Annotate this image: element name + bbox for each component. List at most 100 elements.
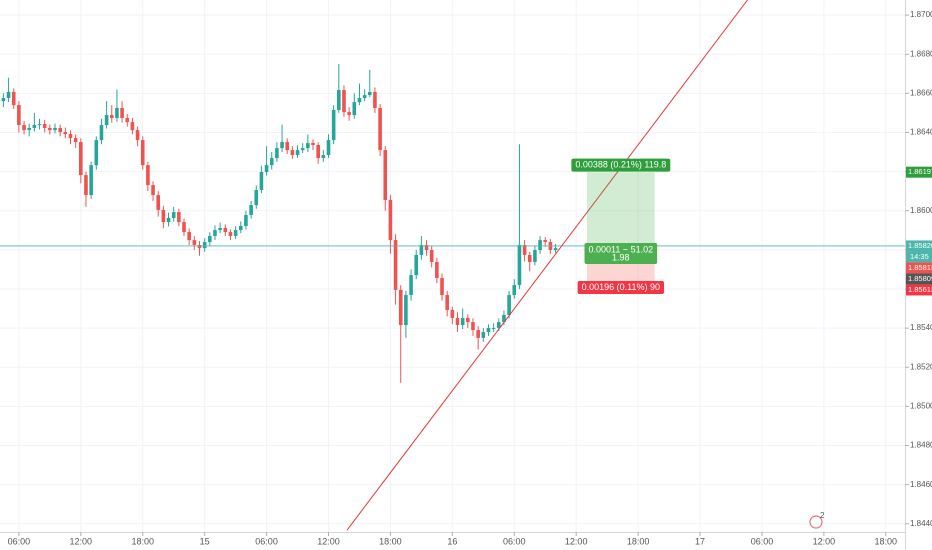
price-tag: 1.86197 bbox=[908, 167, 932, 176]
candle-body bbox=[254, 189, 259, 206]
candle-body bbox=[466, 317, 470, 323]
candle-body bbox=[269, 158, 274, 166]
candle-body bbox=[275, 148, 279, 159]
candle-body bbox=[373, 91, 377, 109]
trend-line bbox=[346, 0, 748, 531]
grid bbox=[0, 0, 905, 532]
candle-body bbox=[507, 295, 511, 316]
target-label-bg bbox=[571, 158, 671, 172]
candle-body bbox=[37, 124, 42, 126]
candle-body bbox=[471, 322, 475, 331]
candle-body bbox=[414, 254, 419, 276]
price-tag-bg bbox=[906, 166, 932, 178]
axes: 1.84400 1.84600 1.84800 1.85000 1.85200 1.854… bbox=[8, 10, 932, 546]
x-tick-label: 12:00 bbox=[317, 536, 340, 546]
candle-body bbox=[161, 209, 166, 223]
candle-body bbox=[192, 240, 197, 245]
ratio-label: 1.98 bbox=[612, 252, 630, 262]
candle-body bbox=[11, 91, 16, 106]
candle-body bbox=[445, 295, 449, 310]
candle-body bbox=[533, 250, 537, 262]
candle-body bbox=[104, 115, 109, 126]
candle-body bbox=[502, 315, 506, 323]
candle-body bbox=[378, 108, 382, 151]
y-tick-label: 1.85400 bbox=[910, 323, 932, 332]
candle-body bbox=[42, 124, 47, 128]
y-tick-label: 1.85200 bbox=[910, 362, 932, 371]
candle-body bbox=[476, 330, 480, 338]
candle-body bbox=[73, 138, 78, 143]
price-tag-bg bbox=[906, 284, 932, 296]
x-tick-label: 15 bbox=[200, 536, 210, 546]
x-tick-label: 06:00 bbox=[255, 536, 278, 546]
price-tag: 1.85809 bbox=[908, 274, 932, 283]
candle-body bbox=[249, 205, 253, 216]
candle-body bbox=[316, 144, 320, 159]
candle-body bbox=[130, 122, 135, 131]
candle-body bbox=[280, 142, 284, 149]
x-tick-label: 18:00 bbox=[379, 536, 402, 546]
y-tick-label: 1.86600 bbox=[910, 88, 932, 97]
x-tick-label: 18:00 bbox=[131, 536, 154, 546]
candle-body bbox=[68, 134, 73, 139]
y-tick-label: 1.84800 bbox=[910, 441, 932, 450]
candle-body bbox=[187, 232, 191, 241]
candle-body bbox=[32, 125, 37, 128]
candle-body bbox=[522, 244, 527, 255]
candle-body bbox=[146, 165, 150, 186]
candle-body bbox=[223, 227, 228, 233]
y-tick-label: 1.85000 bbox=[910, 401, 932, 410]
candle-body bbox=[362, 95, 367, 99]
candle-body bbox=[321, 154, 326, 159]
stop-label: 0.00196 (0.11%) 90 bbox=[582, 282, 660, 292]
candle-body bbox=[17, 105, 21, 126]
x-tick-label: 06:00 bbox=[8, 536, 31, 546]
candle-body bbox=[455, 317, 460, 325]
candle-body bbox=[63, 132, 68, 135]
candle-body bbox=[115, 108, 119, 118]
candle-body bbox=[290, 150, 295, 155]
candle-body bbox=[543, 240, 548, 243]
candle-body bbox=[151, 185, 155, 196]
candle-body bbox=[109, 115, 114, 118]
candle-body bbox=[140, 140, 145, 166]
alert-icon[interactable]: 2 bbox=[809, 511, 825, 529]
candle-body bbox=[435, 261, 439, 279]
candle-body bbox=[311, 143, 315, 145]
target-label: 0.00388 (0.21%) 119.8 bbox=[575, 160, 666, 170]
candle-body bbox=[58, 127, 62, 133]
candle-body bbox=[409, 275, 413, 296]
candle-body bbox=[156, 195, 161, 210]
candle-body bbox=[460, 317, 465, 325]
candle-body bbox=[481, 332, 486, 338]
x-tick-label: 06:00 bbox=[503, 536, 526, 546]
candle-body bbox=[347, 112, 351, 116]
candle-body bbox=[357, 98, 362, 103]
x-tick-label: 17 bbox=[695, 536, 705, 546]
candle-body bbox=[228, 232, 233, 236]
candle-body bbox=[342, 90, 346, 113]
candle-body bbox=[393, 240, 398, 290]
candle-body bbox=[383, 150, 388, 200]
candle-body bbox=[208, 235, 212, 243]
candle-body bbox=[491, 327, 496, 329]
candle-body bbox=[285, 142, 290, 151]
price-tag: 1.85820 bbox=[908, 241, 932, 250]
candle-body bbox=[22, 125, 26, 131]
candle-body bbox=[202, 242, 207, 249]
entry-label-bg bbox=[584, 242, 658, 264]
candle-body bbox=[450, 309, 455, 318]
x-tick-label: 12:00 bbox=[565, 536, 588, 546]
y-tick-label: 1.84400 bbox=[910, 519, 932, 528]
x-tick-label: 18:00 bbox=[627, 536, 650, 546]
candle-body bbox=[337, 90, 341, 110]
candle-body bbox=[182, 222, 186, 233]
countdown: 14:35 bbox=[910, 252, 929, 261]
candle-body bbox=[197, 244, 202, 249]
candle-body bbox=[94, 140, 99, 166]
candle-body bbox=[352, 102, 357, 116]
x-tick-label: 12:00 bbox=[813, 536, 836, 546]
price-tag-bg bbox=[906, 240, 932, 252]
price-tag: 1.85815 bbox=[908, 263, 932, 272]
candle-body bbox=[331, 109, 336, 141]
